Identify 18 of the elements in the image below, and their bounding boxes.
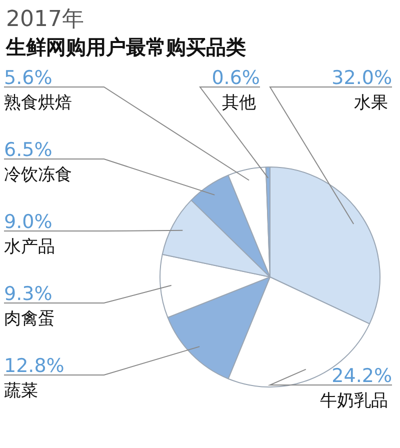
slice-label: 水产品 — [4, 237, 55, 257]
chart-subtitle: 生鲜网购用户最常购买品类 — [6, 34, 247, 61]
data-label: 5.6% — [4, 67, 52, 89]
data-label: 0.6% — [212, 67, 260, 89]
slice-label: 肉禽蛋 — [4, 309, 55, 329]
data-label: 24.2% — [332, 365, 392, 387]
chart-title: 2017年 — [6, 6, 85, 34]
slice-label: 冷饮冻食 — [4, 165, 72, 185]
slice-label: 水果 — [354, 93, 388, 113]
data-label: 12.8% — [4, 355, 64, 377]
data-label: 32.0% — [332, 67, 392, 89]
slice-label: 熟食烘焙 — [4, 93, 72, 113]
data-label: 9.0% — [4, 211, 52, 233]
slice-label: 其他 — [222, 93, 256, 113]
slice-label: 蔬菜 — [4, 381, 38, 401]
data-label: 9.3% — [4, 283, 52, 305]
data-label: 6.5% — [4, 139, 52, 161]
slice-label: 牛奶乳品 — [320, 391, 388, 411]
